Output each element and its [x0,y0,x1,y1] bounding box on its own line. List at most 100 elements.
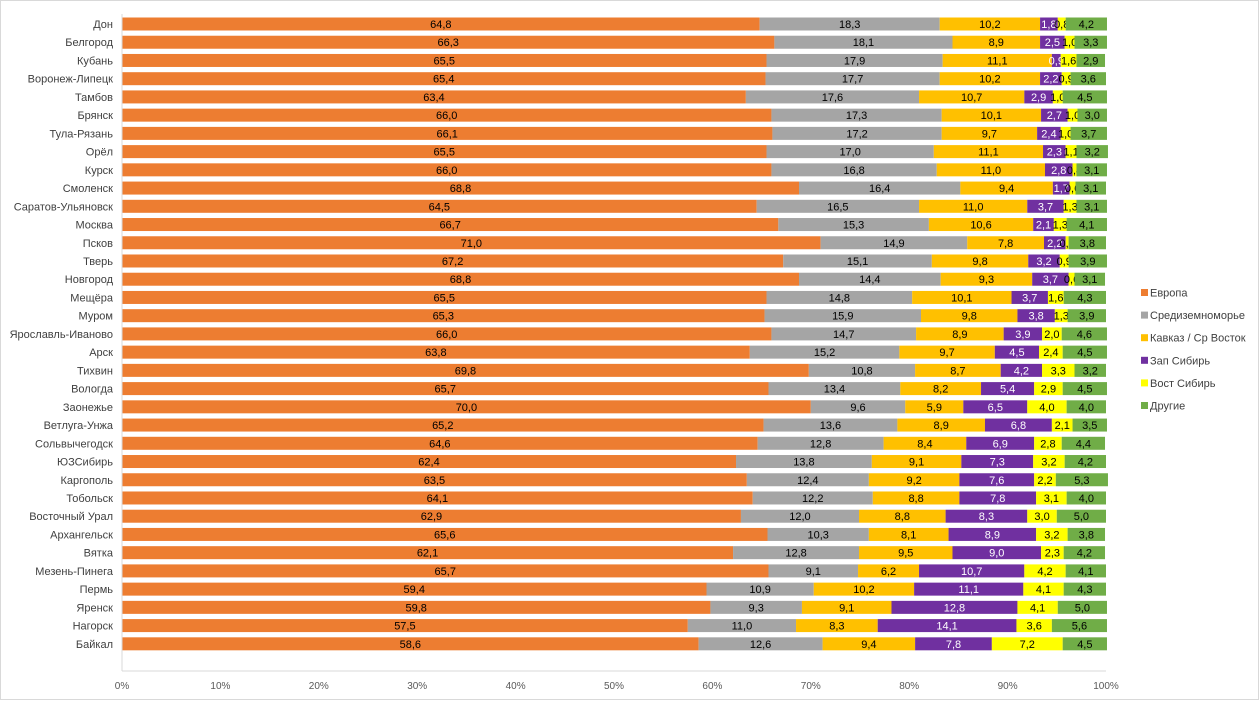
data-label: 4,5 [1077,92,1092,104]
data-label: 17,7 [842,74,863,86]
data-label: 15,3 [843,220,864,232]
bar-segment [1043,145,1066,159]
bar-segment [941,108,1042,122]
bar-segment [1068,254,1107,268]
data-label: 4,0 [1079,493,1094,505]
data-label: 4,3 [1077,584,1092,596]
data-label: 2,2 [1043,74,1058,86]
bar-segment [859,546,953,560]
category-label: ЮЗСибирь [57,457,113,469]
data-label: 12,0 [789,511,810,523]
bar-segment [122,327,772,341]
data-label: 2,8 [1051,165,1066,177]
legend-label: Зап Сибирь [1150,355,1210,367]
data-label: 4,2 [1077,548,1092,560]
data-label: 4,2 [1079,19,1094,31]
bar-segment [766,53,943,67]
bar-segment [1042,363,1075,377]
data-label: 67,2 [442,256,463,268]
bar-segment [122,418,764,432]
data-label: 5,0 [1075,602,1090,614]
bar-segment [774,35,953,49]
data-label: 65,6 [434,529,455,541]
data-label: 17,2 [846,128,867,140]
legend-swatch [1141,356,1148,364]
category-label: Саратов-Ульяновск [14,201,113,213]
bar-segment [915,637,992,651]
bar-segment [736,455,872,469]
data-label: 2,9 [1031,92,1046,104]
data-label: 10,7 [961,92,982,104]
data-label: 70,0 [456,402,477,414]
bar-segment [1076,145,1108,159]
data-label: 17,6 [822,92,843,104]
bar-segment [122,436,758,450]
bar-segment [859,509,946,523]
bar-segment [698,637,823,651]
data-label: 64,8 [430,19,451,31]
category-label: Яренск [76,602,113,614]
data-label: 8,9 [989,37,1004,49]
bar-segment [912,290,1012,304]
bar-segment [959,473,1035,487]
data-label: 3,9 [1079,311,1094,323]
data-label: 8,9 [952,329,967,341]
bar-segment [1061,327,1107,341]
data-label: 9,4 [999,183,1014,195]
bar-segment [1068,272,1075,286]
bar-segment [933,145,1044,159]
data-label: 2,4 [1041,128,1056,140]
bar-segment [733,546,860,560]
bar-segment [710,600,802,614]
bar-segment [1056,509,1106,523]
bar-segment [940,272,1033,286]
bar-segment [1057,600,1107,614]
category-label: Мещёра [70,292,114,304]
data-label: 3,1 [1044,493,1059,505]
data-label: 2,2 [1047,238,1062,250]
data-label: 8,1 [901,529,916,541]
bar-segment [706,582,814,596]
category-label: Орёл [86,147,113,159]
bar-segment [1066,218,1107,232]
data-label: 2,4 [1043,347,1058,359]
category-label: Вологда [71,384,114,396]
data-label: 4,0 [1039,402,1054,414]
category-label: Кубань [77,55,113,67]
bar-segment [1047,290,1064,304]
legend-swatch [1141,289,1148,296]
bar-segment [122,637,699,651]
data-label: 65,3 [433,311,454,323]
data-label: 4,2 [1078,457,1093,469]
bar-segment [771,327,917,341]
bar-segment [122,254,784,268]
data-label: 2,8 [1040,438,1055,450]
bar-segment [801,600,892,614]
legend-label: Вост Сибирь [1150,378,1216,390]
data-label: 68,8 [450,183,471,195]
bar-segment [122,600,711,614]
bar-segment [994,345,1040,359]
data-label: 65,2 [432,420,453,432]
x-tick-label: 90% [998,681,1018,692]
bar-segment [919,564,1025,578]
data-label: 8,4 [917,438,932,450]
bar-segment [981,382,1035,396]
bar-segment [783,254,932,268]
bar-segment [1036,491,1067,505]
data-label: 3,6 [1027,621,1042,633]
legend-label: Другие [1150,401,1185,413]
bar-segment [915,363,1001,377]
bar-segment [122,309,765,323]
data-label: 12,4 [797,475,818,487]
category-label: Дон [93,19,113,31]
legend-swatch [1141,311,1148,319]
x-tick-label: 40% [506,681,526,692]
data-label: 58,6 [400,639,421,651]
bar-segment [1060,126,1071,140]
data-label: 13,6 [820,420,841,432]
bar-segment [820,236,968,250]
data-label: 10,2 [979,19,1000,31]
bar-segment [1027,199,1064,213]
bar-segment [936,163,1045,177]
